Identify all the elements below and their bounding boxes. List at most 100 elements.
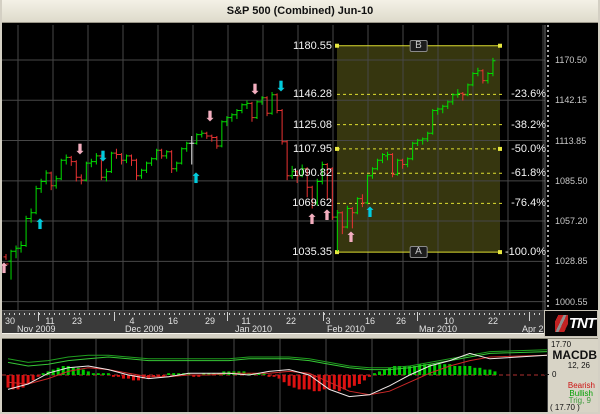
tnt-logo-text: TNT: [568, 315, 596, 332]
macd-histogram-bar: [347, 375, 351, 388]
ohlc-bar: [465, 83, 471, 97]
date-tick-label: 26: [395, 316, 407, 326]
macd-histogram-bar: [272, 375, 276, 377]
fib-handle[interactable]: [335, 146, 339, 151]
panel-splitter[interactable]: [0, 333, 600, 339]
fib-tag-A[interactable]: A: [409, 246, 428, 259]
fib-price-label: 1090.82: [292, 167, 332, 180]
ohlc-bar: [33, 185, 39, 215]
window-frame-bottom: [0, 412, 600, 414]
ohlc-bar: [123, 154, 129, 164]
ohlc-bar: [354, 197, 360, 215]
ohlc-bar: [43, 170, 49, 185]
fib-handle[interactable]: [335, 250, 339, 255]
fib-tag-B[interactable]: B: [409, 39, 428, 52]
trigger-up-arrow-icon: ⬆: [190, 170, 202, 186]
tnt-logo-icon: [554, 315, 568, 332]
date-tick-label: 22: [285, 316, 297, 326]
macd-histogram-bar: [352, 375, 356, 386]
macd-histogram-bar: [307, 375, 311, 390]
fib-handle[interactable]: [498, 250, 502, 255]
date-axis-ticks: [4, 313, 545, 315]
ohlc-bar: [349, 207, 355, 229]
price-axis-ruler[interactable]: [547, 25, 549, 311]
ohlc-bar: [8, 249, 14, 280]
month-separator-tick: [323, 312, 324, 321]
macd-histogram-bar: [478, 367, 482, 375]
macd-histogram-bar: [106, 373, 110, 375]
macd-histogram-bar: [197, 375, 201, 377]
fib-handle[interactable]: [498, 43, 502, 48]
macd-histogram-bar: [463, 366, 467, 375]
ohlc-bar: [53, 175, 59, 189]
macd-histogram-bar: [142, 375, 146, 379]
ohlc-bar: [374, 158, 380, 171]
date-tick-label: 22: [487, 316, 499, 326]
macd-histogram-bar: [61, 366, 65, 375]
month-label: Feb 2010: [327, 324, 366, 334]
macd-histogram-bar: [21, 375, 25, 388]
ohlc-bar: [415, 138, 421, 146]
macd-histogram-bar: [483, 369, 487, 375]
ohlc-bar: [13, 245, 19, 259]
macd-histogram-bar: [81, 369, 85, 375]
ohlc-bar: [113, 148, 119, 159]
macd-histogram-bar: [6, 375, 10, 388]
ohlc-bar: [129, 154, 134, 166]
ohlc-bar: [319, 161, 325, 185]
macd-histogram-bar: [292, 375, 296, 388]
fib-handle[interactable]: [498, 146, 502, 151]
ohlc-bar: [28, 208, 34, 223]
macd-histogram-bar: [137, 375, 141, 381]
ohlc-bar: [395, 158, 401, 176]
trigger-up-arrow-icon: ⬆: [364, 204, 376, 220]
month-separator-tick: [529, 312, 530, 321]
ohlc-bar: [289, 165, 295, 179]
ohlc-bar: [344, 205, 350, 229]
ohlc-bar: [3, 254, 9, 265]
ohlc-bar: [460, 92, 466, 101]
ohlc-bar: [209, 134, 215, 142]
ohlc-bar: [48, 171, 54, 191]
window-title-bar[interactable]: S&P 500 (Combined) Jun-10: [0, 0, 600, 23]
ohlc-bar: [284, 140, 290, 181]
macd-indicator-name[interactable]: MACDB: [552, 348, 597, 362]
fib-handle[interactable]: [335, 43, 339, 48]
macd-trigger-label: Trig, 9: [568, 396, 591, 405]
ohlc-bar: [139, 168, 145, 179]
macd-histogram-bar: [187, 373, 191, 375]
price-axis-label: 1000.55: [555, 296, 588, 307]
window-frame-left: [0, 0, 2, 414]
price-chart-canvas[interactable]: [0, 0, 600, 334]
macd-histogram-bar: [322, 375, 326, 390]
ohlc-bar: [179, 147, 185, 165]
macd-histogram-bar: [372, 373, 376, 375]
ohlc-bar: [88, 158, 94, 168]
macd-histogram-bar: [393, 366, 397, 375]
ohlc-bar: [254, 100, 260, 119]
macd-histogram-bar: [267, 375, 271, 377]
ohlc-bar: [214, 136, 220, 149]
sell-zone-down-arrow-icon: ⬇: [74, 141, 86, 157]
macd-histogram-bar: [367, 375, 371, 377]
macd-indicator-canvas[interactable]: [2, 339, 547, 412]
fib-price-label: 1146.28: [293, 88, 332, 101]
fib-line-b-price-label: 1180.55: [293, 39, 332, 52]
macd-histogram-bar: [172, 373, 176, 375]
ohlc-bar: [324, 163, 330, 200]
ohlc-bar: [184, 141, 190, 152]
ohlc-bar: [400, 158, 406, 169]
macd-histogram-bar: [167, 373, 171, 375]
macd-histogram-bar: [132, 375, 135, 381]
ohlc-bar: [380, 153, 385, 164]
ohlc-bar: [234, 109, 240, 119]
macd-histogram-bar: [257, 373, 261, 375]
macd-histogram-bar: [473, 367, 477, 375]
date-axis[interactable]: 30 11 23 4 16 29 11 22 3 16 26 10 22 Nov 2009 Dec 2009…: [2, 310, 598, 334]
month-label: Jan 2010: [235, 324, 273, 334]
ohlc-bar: [304, 167, 310, 198]
macd-histogram-bar: [337, 375, 341, 392]
sell-zone-down-arrow-icon: ⬇: [204, 108, 216, 124]
ohlc-bar: [410, 141, 416, 161]
